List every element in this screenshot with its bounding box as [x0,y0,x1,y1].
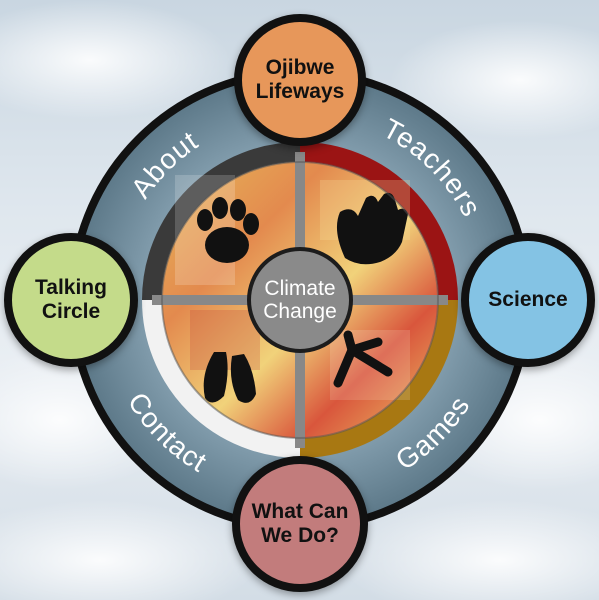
science-label: Science [488,288,568,311]
talking-circle-label: Talking Circle [35,276,107,323]
ojibwe-lifeways-label: Ojibwe Lifeways [255,56,345,103]
games-arc [299,299,458,458]
what-can-we-do-label: What Can We Do? [251,500,349,547]
science-button[interactable]: Science [461,233,595,367]
climate-change-button[interactable]: Climate Change [247,247,353,353]
ojibwe-lifeways-button[interactable]: Ojibwe Lifeways [234,14,366,146]
what-can-we-do-button[interactable]: What Can We Do? [232,456,368,592]
hand-print-icon [336,192,408,265]
teachers-arc [299,142,458,301]
climate-change-label: Climate Change [263,277,337,323]
about-arc [142,142,301,301]
deer-hoof-icon [203,352,256,403]
bird-track-icon [333,330,393,388]
paw-print-icon [197,197,259,263]
contact-arc [142,299,301,458]
talking-circle-button[interactable]: Talking Circle [4,233,138,367]
